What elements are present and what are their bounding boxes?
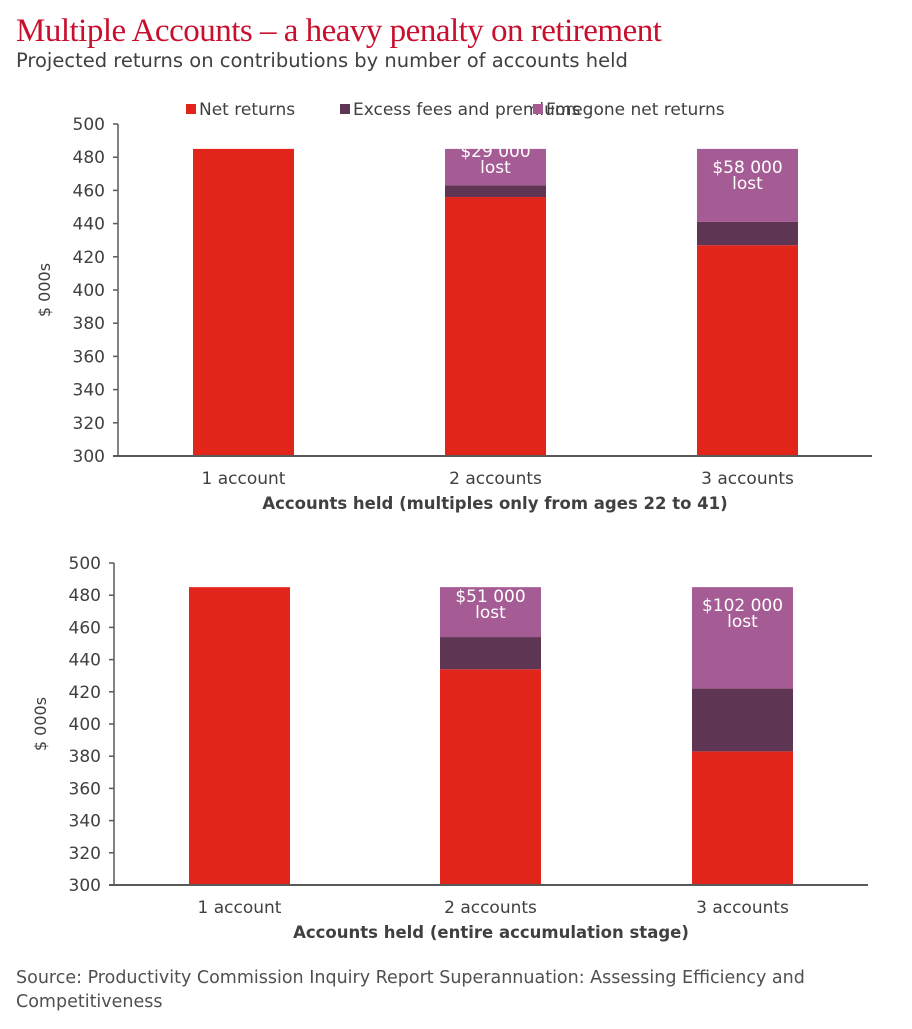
bar-annotation-2: $51 000 lost bbox=[455, 587, 525, 623]
chart-title: Multiple Accounts – a heavy penalty on r… bbox=[16, 13, 662, 49]
bar-3-excess-fees-and-premiums bbox=[692, 688, 793, 752]
y-tick-label: 460 bbox=[73, 181, 105, 201]
bar-3-net-returns bbox=[692, 751, 793, 885]
bar-1-net-returns bbox=[189, 587, 290, 885]
y-tick-label: 360 bbox=[73, 347, 105, 367]
legend-swatch-0 bbox=[186, 104, 196, 114]
y-tick-label: 320 bbox=[73, 414, 105, 434]
bar-3-excess-fees-and-premiums bbox=[697, 221, 798, 246]
y-tick-label: 300 bbox=[73, 447, 105, 467]
x-category-label: 1 account bbox=[202, 469, 286, 489]
y-tick-label: 400 bbox=[69, 715, 101, 735]
bar-annotation-3: $58 000 lost bbox=[712, 158, 782, 194]
y-tick-label: 440 bbox=[69, 651, 101, 671]
x-category-label: 2 accounts bbox=[444, 898, 537, 918]
y-tick-label: 400 bbox=[73, 281, 105, 301]
bar-annotation-3: $102 000 lost bbox=[702, 596, 783, 632]
chart-bottom-entire-accumulation: $51 000 lost $102 000 lost 300 320 340 360 380 40… bbox=[31, 554, 868, 942]
x-category-label: 3 accounts bbox=[701, 469, 794, 489]
y-tick-label: 420 bbox=[69, 683, 101, 703]
x-category-label: 2 accounts bbox=[449, 469, 542, 489]
y-tick-label: 480 bbox=[73, 148, 105, 168]
y-tick-label: 300 bbox=[69, 876, 101, 896]
bar-2-excess-fees-and-premiums bbox=[440, 637, 541, 670]
x-category-label: 1 account bbox=[198, 898, 282, 918]
x-axis-title: Accounts held (entire accumulation stage… bbox=[293, 923, 689, 942]
legend: Net returns Excess fees and premiumsForeg… bbox=[186, 100, 725, 120]
bar-1-net-returns bbox=[193, 148, 294, 456]
bar-2-foregone-net-returns bbox=[440, 587, 541, 638]
y-tick-label: 420 bbox=[73, 248, 105, 268]
bar-2-foregone-net-returns bbox=[445, 148, 546, 186]
bar-3-foregone-net-returns bbox=[692, 587, 793, 689]
bar-annotation-2: $29 000 lost bbox=[460, 142, 530, 178]
legend-label-2: Foregone net returns bbox=[546, 100, 725, 120]
bar-3-net-returns bbox=[697, 245, 798, 456]
x-axis-title: Accounts held (multiples only from ages … bbox=[262, 494, 727, 513]
legend-label-0: Net returns bbox=[199, 100, 295, 120]
legend-label-1: Excess fees and premiums bbox=[353, 100, 580, 120]
y-axis-label: $ 000s bbox=[35, 263, 54, 317]
y-tick-label: 440 bbox=[73, 215, 105, 235]
bar-3-foregone-net-returns bbox=[697, 148, 798, 222]
bar-2-net-returns bbox=[440, 669, 541, 885]
y-tick-label: 500 bbox=[69, 554, 101, 574]
y-tick-label: 320 bbox=[69, 844, 101, 864]
bar-2-excess-fees-and-premiums bbox=[445, 185, 546, 198]
y-axis-label: $ 000s bbox=[31, 697, 50, 751]
y-tick-label: 380 bbox=[69, 747, 101, 767]
y-tick-label: 360 bbox=[69, 779, 101, 799]
y-tick-label: 480 bbox=[69, 586, 101, 606]
chart-subtitle: Projected returns on contributions by nu… bbox=[16, 49, 628, 72]
chart-top-accounts-ages-22-41: $29 000 lost $58 000 lost 300 320 340 360 380 400… bbox=[35, 115, 872, 513]
y-tick-label: 460 bbox=[69, 618, 101, 638]
x-category-label: 3 accounts bbox=[696, 898, 789, 918]
legend-swatch-2 bbox=[533, 104, 543, 114]
y-tick-label: 500 bbox=[73, 115, 105, 135]
y-tick-label: 340 bbox=[69, 812, 101, 832]
legend-swatch-1 bbox=[340, 104, 350, 114]
y-tick-label: 380 bbox=[73, 314, 105, 334]
source-note: Source: Productivity Commission Inquiry … bbox=[16, 968, 805, 1012]
y-tick-label: 340 bbox=[73, 381, 105, 401]
bar-2-net-returns bbox=[445, 197, 546, 457]
